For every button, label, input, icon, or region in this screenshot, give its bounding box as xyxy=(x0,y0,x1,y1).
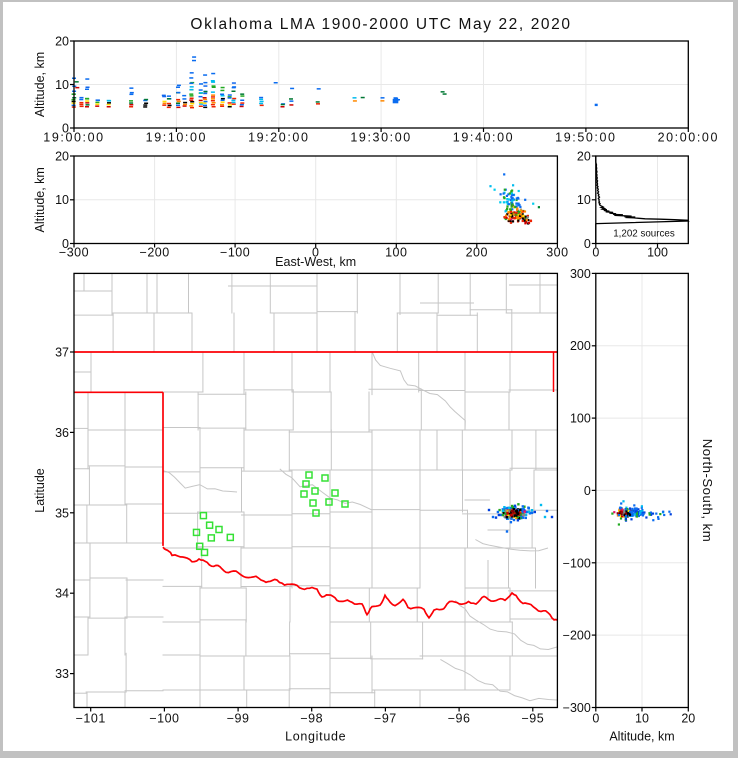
svg-text:North-South, km: North-South, km xyxy=(700,439,715,543)
svg-text:20: 20 xyxy=(577,150,591,164)
svg-text:33: 33 xyxy=(55,667,69,681)
svg-text:200: 200 xyxy=(570,339,591,353)
svg-text:−100: −100 xyxy=(220,246,250,260)
svg-text:19:30:00: 19:30:00 xyxy=(350,131,411,145)
svg-text:100: 100 xyxy=(647,246,668,260)
svg-text:19:50:00: 19:50:00 xyxy=(555,131,616,145)
svg-text:19:00:00: 19:00:00 xyxy=(43,131,104,145)
svg-text:0: 0 xyxy=(584,237,591,251)
svg-text:0: 0 xyxy=(62,237,69,251)
svg-text:20: 20 xyxy=(681,712,695,726)
svg-text:34: 34 xyxy=(55,587,69,601)
svg-text:Altitude, km: Altitude, km xyxy=(609,730,674,744)
svg-text:19:10:00: 19:10:00 xyxy=(146,131,207,145)
svg-text:10: 10 xyxy=(55,193,69,207)
svg-text:−98: −98 xyxy=(300,712,323,726)
svg-text:200: 200 xyxy=(466,246,488,260)
svg-text:20: 20 xyxy=(55,35,69,49)
svg-text:Longitude: Longitude xyxy=(285,730,346,744)
svg-text:−96: −96 xyxy=(448,712,471,726)
svg-text:0: 0 xyxy=(592,712,599,726)
svg-text:Oklahoma LMA 1900-2000 UTC May: Oklahoma LMA 1900-2000 UTC May 22, 2020 xyxy=(190,16,571,33)
svg-text:100: 100 xyxy=(570,412,591,426)
svg-text:−101: −101 xyxy=(76,712,106,726)
svg-text:10: 10 xyxy=(55,78,69,92)
svg-text:−200: −200 xyxy=(140,246,170,260)
svg-text:10: 10 xyxy=(635,712,649,726)
svg-text:−99: −99 xyxy=(227,712,250,726)
svg-text:0: 0 xyxy=(592,246,599,260)
svg-text:100: 100 xyxy=(385,246,407,260)
svg-text:10: 10 xyxy=(577,193,591,207)
svg-text:−300: −300 xyxy=(59,246,89,260)
svg-text:20: 20 xyxy=(55,150,69,164)
svg-text:−300: −300 xyxy=(563,701,591,715)
svg-text:0: 0 xyxy=(312,246,319,260)
svg-text:37: 37 xyxy=(55,346,69,360)
svg-text:0: 0 xyxy=(584,484,591,498)
svg-text:−100: −100 xyxy=(563,556,591,570)
svg-text:East-West, km: East-West, km xyxy=(275,255,356,269)
svg-text:Altitude, km: Altitude, km xyxy=(33,167,47,232)
svg-text:−95: −95 xyxy=(521,712,544,726)
svg-text:300: 300 xyxy=(546,246,568,260)
svg-text:−100: −100 xyxy=(149,712,179,726)
svg-text:−200: −200 xyxy=(563,629,591,643)
svg-text:19:20:00: 19:20:00 xyxy=(248,131,309,145)
svg-text:35: 35 xyxy=(55,506,69,520)
svg-text:20:00:00: 20:00:00 xyxy=(658,131,719,145)
svg-text:36: 36 xyxy=(55,426,69,440)
svg-text:300: 300 xyxy=(570,267,591,281)
svg-text:0: 0 xyxy=(62,122,69,136)
svg-text:1,202 sources: 1,202 sources xyxy=(613,229,675,240)
svg-text:Altitude, km: Altitude, km xyxy=(33,52,47,117)
svg-text:−97: −97 xyxy=(374,712,397,726)
svg-text:Latitude: Latitude xyxy=(33,468,47,513)
svg-text:19:40:00: 19:40:00 xyxy=(453,131,514,145)
